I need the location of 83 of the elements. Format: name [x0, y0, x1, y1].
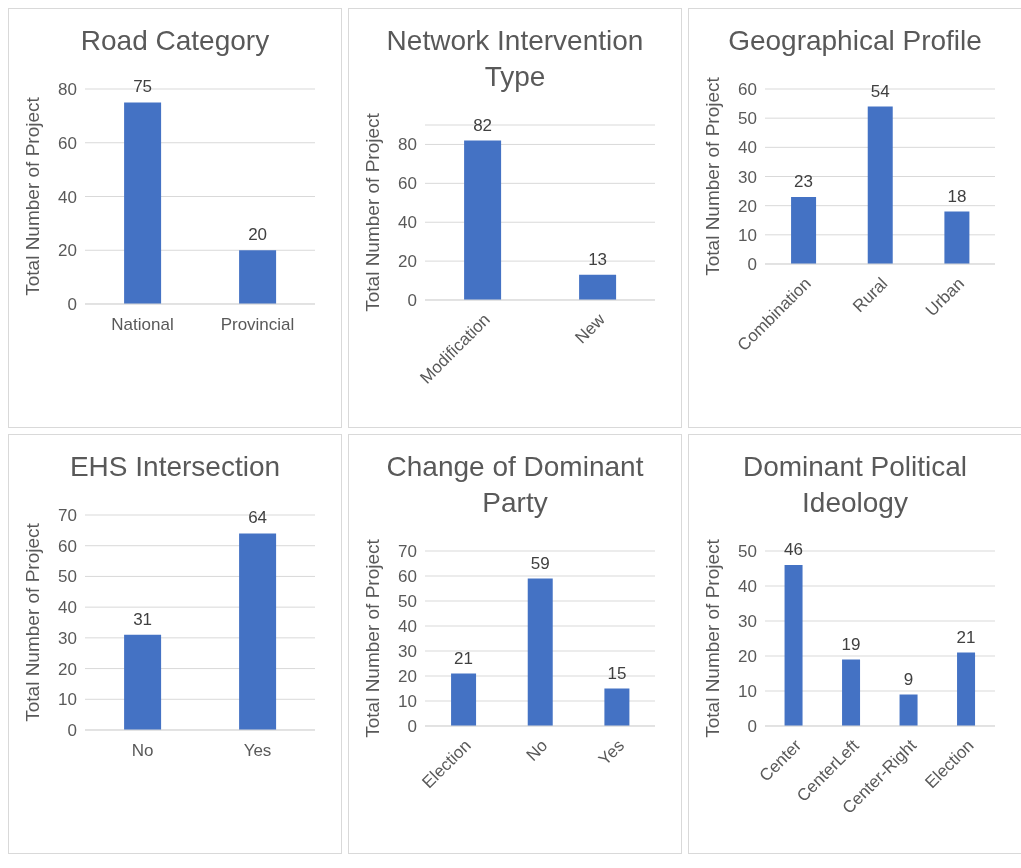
y-tick-label: 80 [58, 80, 77, 100]
bar [944, 211, 970, 264]
x-tick-label: Yes [243, 741, 272, 761]
data-label: 59 [530, 553, 550, 573]
data-label: 15 [607, 663, 627, 683]
bar [451, 673, 477, 726]
y-tick-label: 30 [738, 167, 757, 187]
y-tick-label: 0 [67, 295, 77, 315]
y-tick-label: 60 [398, 567, 417, 587]
x-tick-label: National [111, 315, 174, 335]
y-axis-title: Total Number of Project [21, 96, 43, 296]
y-axis-title: Total Number of Project [701, 76, 723, 276]
data-label: 13 [588, 249, 608, 269]
y-tick-label: 0 [747, 255, 757, 275]
y-tick-label: 30 [58, 628, 77, 648]
y-tick-label: 10 [58, 690, 77, 710]
chart-title: Road Category [80, 24, 270, 58]
y-tick-label: 70 [398, 542, 417, 562]
y-tick-label: 40 [738, 138, 757, 158]
y-tick-label: 10 [738, 682, 757, 702]
bar [791, 196, 817, 264]
y-tick-label: 20 [398, 252, 417, 272]
y-tick-label: 30 [738, 612, 757, 632]
x-tick-label: No [131, 741, 154, 761]
y-tick-label: 60 [738, 80, 757, 100]
y-tick-label: 20 [58, 241, 77, 261]
y-tick-label: 50 [738, 542, 757, 562]
y-tick-label: 40 [398, 213, 417, 233]
y-tick-label: 20 [398, 667, 417, 687]
data-label: 23 [794, 171, 814, 191]
data-label: 20 [248, 225, 268, 245]
x-tick-label: Provincial [220, 315, 295, 335]
data-label: 19 [841, 634, 861, 654]
y-tick-label: 40 [738, 577, 757, 597]
data-label: 9 [903, 669, 914, 689]
data-label: 18 [947, 186, 967, 206]
y-axis-title: Total Number of Project [701, 538, 723, 738]
y-tick-label: 0 [67, 721, 77, 741]
bar [867, 106, 893, 264]
y-tick-label: 20 [738, 196, 757, 216]
y-tick-label: 10 [398, 692, 417, 712]
y-tick-label: 50 [58, 567, 77, 587]
y-tick-label: 0 [407, 291, 417, 311]
y-tick-label: 50 [738, 109, 757, 129]
y-tick-label: 60 [58, 536, 77, 556]
y-axis-title: Total Number of Project [21, 522, 43, 722]
y-tick-label: 40 [58, 187, 77, 207]
data-label: 75 [133, 77, 153, 97]
bar [957, 652, 976, 726]
bar [784, 565, 803, 726]
y-tick-label: 40 [58, 598, 77, 618]
y-tick-label: 50 [398, 592, 417, 612]
bar [842, 659, 861, 726]
data-label: 21 [956, 627, 976, 647]
data-label: 64 [248, 508, 268, 528]
chart-title: Geographical Profile [728, 24, 982, 58]
y-axis-title: Total Number of Project [361, 112, 383, 312]
y-axis-title: Total Number of Project [361, 538, 383, 738]
data-label: 46 [784, 540, 804, 559]
data-label: 82 [473, 115, 493, 135]
y-tick-label: 60 [398, 174, 417, 194]
chart-title: Network Intervention Type [385, 24, 645, 94]
y-tick-label: 20 [58, 659, 77, 679]
chart-title: EHS Intersection [69, 450, 281, 484]
data-label: 54 [870, 81, 890, 101]
bar [527, 578, 553, 726]
x-tick-label: No [522, 735, 552, 765]
y-tick-label: 0 [407, 717, 417, 737]
chart-title: Change of Dominant Party [385, 450, 645, 520]
data-label: 21 [454, 648, 474, 668]
y-tick-label: 80 [398, 135, 417, 155]
y-tick-label: 30 [398, 642, 417, 662]
data-label: 31 [133, 609, 153, 629]
y-tick-label: 60 [58, 133, 77, 153]
y-tick-label: 40 [398, 617, 417, 637]
chart-title: Dominant Political Ideology [741, 450, 969, 520]
bar [604, 688, 630, 726]
y-tick-label: 0 [747, 717, 757, 737]
x-tick-label: Yes [594, 735, 629, 769]
bar [899, 694, 918, 726]
y-tick-label: 70 [58, 506, 77, 526]
y-tick-label: 20 [738, 647, 757, 667]
y-tick-label: 10 [738, 225, 757, 245]
